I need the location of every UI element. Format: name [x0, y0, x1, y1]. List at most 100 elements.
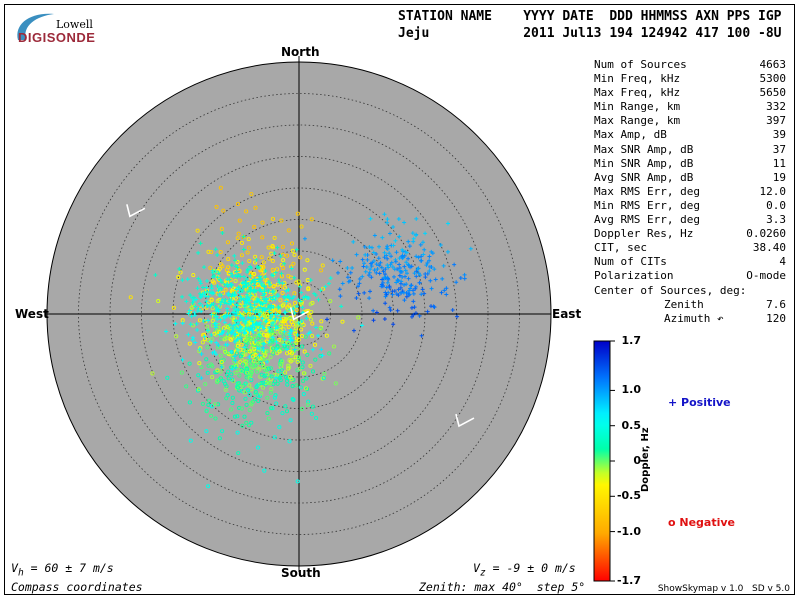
- negative-source-point: [280, 411, 285, 416]
- positive-source-point: [250, 305, 255, 310]
- negative-source-point: [270, 216, 276, 221]
- positive-source-point: [413, 311, 418, 316]
- positive-source-point: [233, 264, 238, 269]
- negative-source-point: [279, 338, 284, 343]
- negative-source-point: [303, 386, 309, 391]
- positive-source-point: [267, 339, 272, 344]
- stat-key: Min SNR Amp, dB: [594, 156, 694, 170]
- positive-source-point: [468, 246, 473, 251]
- negative-source-point: [260, 385, 266, 390]
- negative-source-point: [223, 287, 228, 292]
- positive-source-point: [376, 256, 381, 261]
- stat-row: Avg SNR Amp, dB 19: [594, 171, 792, 185]
- positive-source-point: [284, 299, 289, 304]
- negative-source-point: [209, 404, 214, 409]
- positive-source-point: [256, 279, 261, 284]
- negative-source-point: [265, 411, 270, 416]
- positive-source-point: [414, 254, 419, 259]
- negative-source-point: [228, 407, 234, 412]
- positive-source-point: [202, 291, 207, 296]
- negative-source-point: [252, 334, 257, 339]
- negative-source-point: [232, 414, 238, 419]
- negative-source-point: [210, 306, 215, 311]
- negative-source-point: [229, 337, 234, 342]
- negative-source-point: [259, 255, 264, 260]
- positive-source-point: [232, 354, 237, 359]
- positive-source-point: [385, 220, 390, 225]
- positive-source-point: [216, 271, 221, 276]
- negative-source-point: [196, 387, 201, 392]
- negative-source-point: [249, 420, 254, 425]
- negative-source-point: [319, 319, 324, 324]
- positive-source-point: [395, 278, 400, 283]
- positive-source-point: [236, 308, 241, 313]
- positive-source-point: [191, 298, 196, 303]
- positive-source-point: [180, 278, 185, 283]
- positive-source-point: [432, 305, 437, 310]
- negative-source-point: [283, 375, 289, 380]
- negative-source-point: [253, 254, 258, 259]
- negative-source-point: [290, 397, 295, 402]
- positive-source-point: [416, 255, 421, 260]
- positive-source-point: [408, 283, 413, 288]
- negative-source-point: [287, 341, 292, 346]
- positive-source-point: [405, 271, 410, 276]
- positive-source-point: [310, 347, 315, 352]
- positive-source-point: [413, 233, 418, 238]
- positive-source-point: [362, 290, 367, 295]
- stat-key: Max SNR Amp, dB: [594, 142, 694, 156]
- negative-source-point: [249, 345, 254, 350]
- positive-source-point: [226, 284, 231, 289]
- positive-source-point: [190, 300, 195, 305]
- positive-source-point: [418, 242, 423, 247]
- positive-source-point: [372, 268, 377, 273]
- negative-source-point: [331, 344, 337, 349]
- negative-source-point: [209, 362, 214, 367]
- positive-source-point: [383, 267, 388, 272]
- negative-source-point: [165, 375, 170, 380]
- negative-source-point: [253, 363, 258, 368]
- positive-source-point: [396, 287, 401, 292]
- positive-source-point: [252, 325, 257, 330]
- negative-source-point: [199, 365, 204, 370]
- positive-source-point: [193, 340, 198, 345]
- negative-source-point: [218, 376, 223, 381]
- negative-source-point: [247, 423, 252, 428]
- lowell-digisonde-logo: Lowell DIGISONDE: [10, 10, 100, 50]
- negative-source-point: [229, 372, 234, 377]
- positive-source-point: [239, 297, 244, 302]
- negative-source-point: [286, 325, 291, 330]
- positive-source-point: [257, 288, 262, 293]
- positive-source-point: [225, 342, 230, 347]
- negative-source-point: [246, 388, 251, 393]
- positive-source-point: [218, 302, 223, 307]
- positive-source-point: [441, 263, 446, 268]
- negative-source-point: [296, 279, 301, 284]
- negative-source-point: [244, 402, 249, 407]
- positive-source-point: [241, 234, 246, 239]
- negative-source-point: [276, 324, 281, 329]
- negative-source-point: [235, 343, 240, 348]
- negative-source-point: [249, 192, 254, 197]
- negative-source-point: [314, 416, 319, 421]
- negative-source-point: [259, 330, 264, 335]
- legend-negative: o Negative: [668, 516, 736, 529]
- positive-source-point: [223, 297, 228, 302]
- negative-source-point: [230, 395, 235, 400]
- negative-source-point: [294, 307, 299, 313]
- positive-source-point: [263, 268, 268, 273]
- positive-source-point: [417, 280, 422, 285]
- negative-source-point: [295, 359, 300, 364]
- positive-source-point: [229, 263, 234, 268]
- positive-source-point: [428, 278, 433, 283]
- positive-source-point: [240, 280, 245, 285]
- positive-source-point: [273, 375, 278, 380]
- positive-source-point: [318, 288, 323, 293]
- negative-source-point: [215, 298, 220, 304]
- vz-symbol: V: [473, 561, 480, 575]
- negative-source-point: [184, 384, 189, 389]
- velocity-arrow: [126, 204, 146, 218]
- positive-source-point: [200, 304, 205, 309]
- positive-source-point: [237, 299, 242, 304]
- negative-source-point: [219, 226, 224, 231]
